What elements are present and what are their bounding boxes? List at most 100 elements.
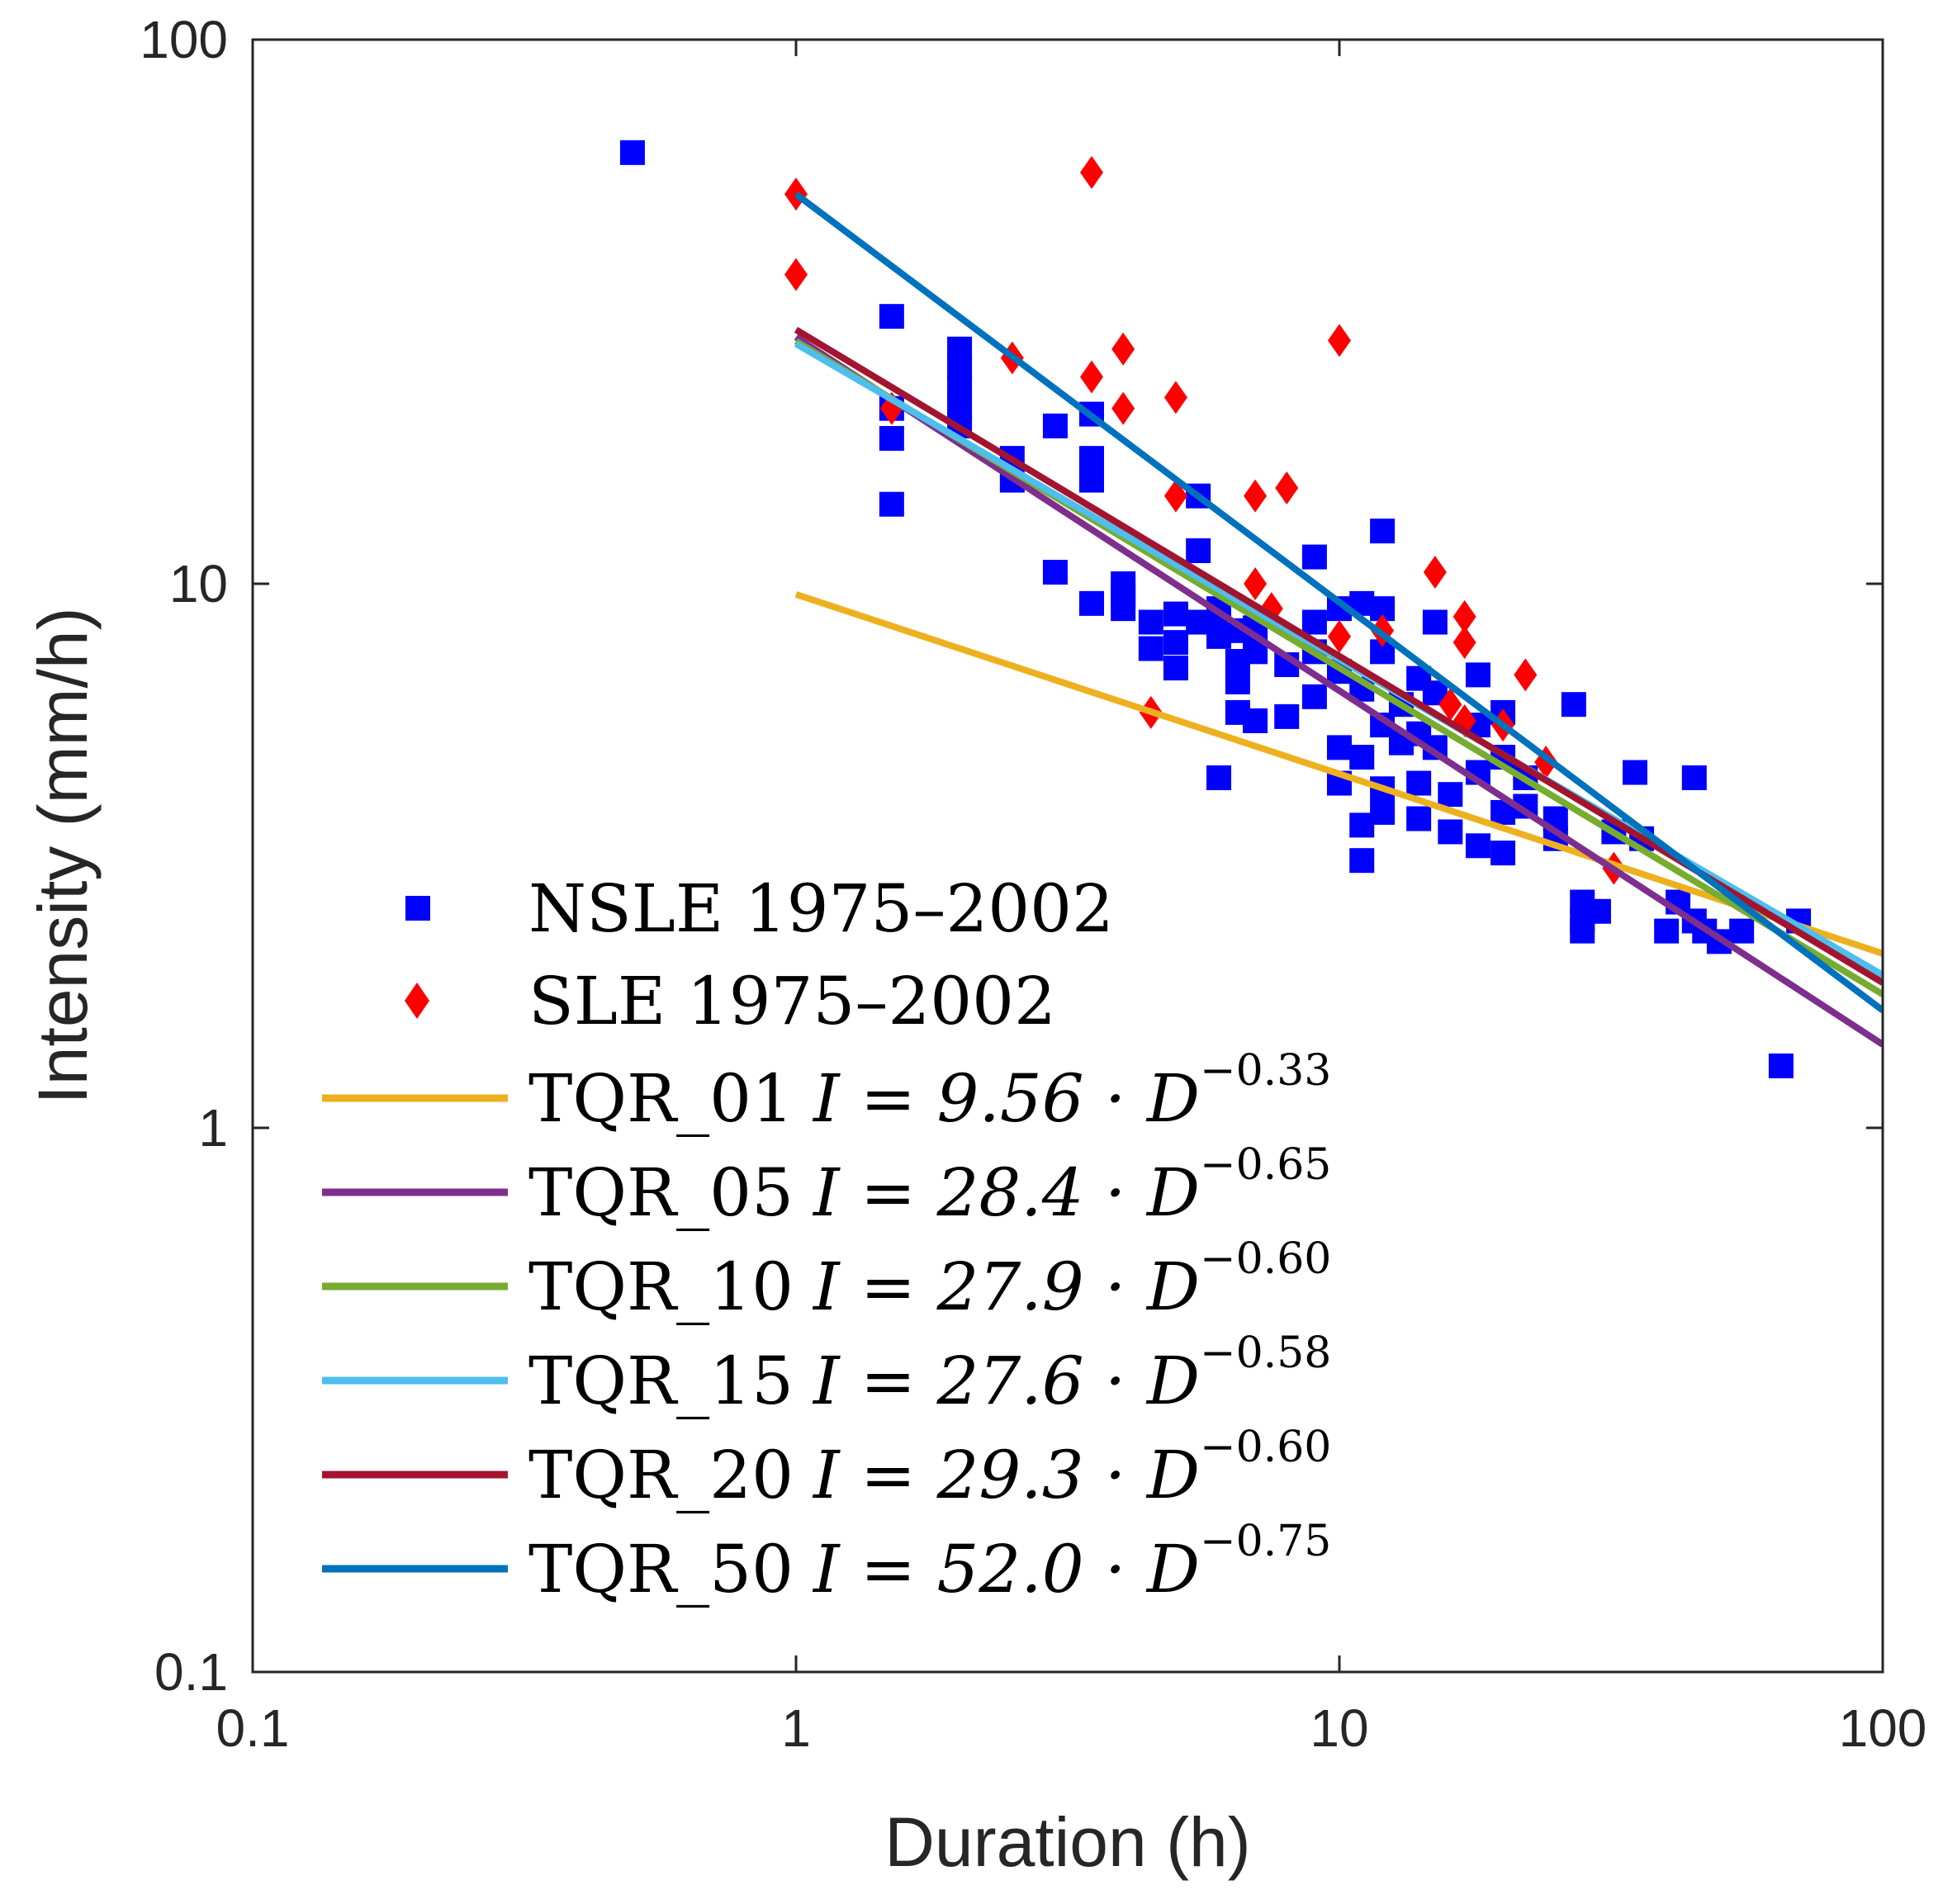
legend-label-tqr-05: TQR_05 I = 28.4 · D−0.65 bbox=[528, 1140, 1331, 1231]
nsle-point bbox=[1490, 841, 1516, 866]
legend-sle-label: SLE 1975–2002 bbox=[528, 963, 1056, 1040]
sle-point bbox=[1453, 626, 1476, 660]
nsle-point bbox=[1465, 662, 1490, 688]
y-tick-label: 0.1 bbox=[154, 1642, 228, 1702]
y-tick-label: 1 bbox=[198, 1098, 228, 1158]
nsle-point bbox=[1349, 848, 1375, 874]
legend-name: TQR_15 bbox=[528, 1343, 794, 1419]
fit-line-tqr-50 bbox=[794, 191, 1883, 1013]
sle-point bbox=[1111, 391, 1135, 425]
nsle-point bbox=[1078, 446, 1104, 471]
nsle-point bbox=[879, 491, 904, 517]
nsle-point bbox=[1585, 898, 1611, 924]
sle-point bbox=[1244, 479, 1268, 513]
fit-lines bbox=[794, 191, 1883, 1048]
plot-area bbox=[619, 140, 1883, 1078]
nsle-point bbox=[1301, 684, 1327, 709]
nsle-point bbox=[879, 304, 904, 329]
fit-line-tqr-05 bbox=[794, 334, 1883, 1048]
legend-formula: I = 27.9 · D bbox=[812, 1248, 1200, 1325]
nsle-point bbox=[879, 425, 904, 451]
legend-name: TQR_10 bbox=[528, 1248, 794, 1325]
nsle-point bbox=[1111, 596, 1136, 622]
nsle-point bbox=[1681, 765, 1707, 790]
legend-name: TQR_05 bbox=[528, 1154, 794, 1231]
y-tick-label: 10 bbox=[169, 554, 228, 613]
nsle-point bbox=[1138, 609, 1163, 635]
sle-point bbox=[1111, 332, 1135, 366]
legend-exponent: −0.75 bbox=[1200, 1517, 1331, 1566]
nsle-point bbox=[1438, 819, 1463, 845]
legend-exponent: −0.65 bbox=[1200, 1140, 1331, 1190]
x-tick-label: 100 bbox=[1839, 1698, 1927, 1758]
legend-label-tqr-50: TQR_50 I = 52.0 · D−0.75 bbox=[528, 1517, 1331, 1608]
legend-exponent: −0.58 bbox=[1200, 1329, 1331, 1378]
nsle-point bbox=[1406, 806, 1432, 831]
nsle-point bbox=[1422, 609, 1448, 635]
legend-formula: I = 29.3 · D bbox=[812, 1437, 1200, 1513]
nsle-point bbox=[1301, 544, 1327, 570]
legend-exponent: −0.60 bbox=[1200, 1423, 1331, 1472]
nsle-point bbox=[1406, 770, 1432, 796]
legend-sle-marker bbox=[405, 983, 429, 1019]
legend-formula: I = 52.0 · D bbox=[812, 1531, 1200, 1608]
legend-formula: I = 9.56 · D bbox=[812, 1060, 1200, 1137]
sle-point bbox=[1453, 599, 1476, 633]
sle-point bbox=[1079, 360, 1103, 394]
nsle-point bbox=[1370, 799, 1396, 825]
y-axis-title: Intensity (mm/h) bbox=[24, 607, 102, 1104]
nsle-point bbox=[1729, 918, 1755, 944]
nsle-point bbox=[1243, 708, 1268, 733]
sle-point bbox=[1275, 471, 1299, 504]
legend-label-tqr-15: TQR_15 I = 27.6 · D−0.58 bbox=[528, 1329, 1331, 1419]
nsle-point bbox=[1186, 538, 1211, 564]
legend-exponent: −0.60 bbox=[1200, 1234, 1331, 1284]
sle-point bbox=[1328, 619, 1351, 653]
sle-point bbox=[1438, 688, 1462, 722]
fit-line-tqr-01 bbox=[794, 591, 1883, 957]
legend-label-tqr-10: TQR_10 I = 27.9 · D−0.60 bbox=[528, 1234, 1331, 1325]
nsle-point bbox=[1327, 735, 1352, 760]
nsle-points bbox=[619, 140, 1812, 1078]
nsle-point bbox=[1206, 765, 1232, 790]
x-axis-title: Duration (h) bbox=[884, 1803, 1251, 1881]
legend-label-tqr-01: TQR_01 I = 9.56 · D−0.33 bbox=[528, 1046, 1331, 1137]
legend-name: TQR_50 bbox=[528, 1531, 794, 1608]
nsle-point bbox=[1349, 745, 1375, 770]
x-tick-label: 1 bbox=[781, 1698, 811, 1758]
nsle-point bbox=[1078, 467, 1104, 493]
sle-point bbox=[784, 258, 808, 291]
sle-point bbox=[1244, 567, 1268, 600]
x-tick-label: 10 bbox=[1310, 1698, 1368, 1758]
nsle-point bbox=[1163, 601, 1188, 627]
nsle-point bbox=[1078, 590, 1104, 616]
nsle-point bbox=[1225, 669, 1250, 694]
nsle-point bbox=[1622, 760, 1647, 785]
nsle-point bbox=[1768, 1053, 1794, 1078]
legend-nsle-label: NSLE 1975–2002 bbox=[528, 870, 1114, 947]
nsle-point bbox=[1654, 918, 1680, 944]
nsle-point bbox=[1138, 636, 1163, 661]
x-tick-label: 0.1 bbox=[216, 1698, 290, 1758]
sle-point bbox=[1163, 381, 1187, 414]
legend-name: TQR_01 bbox=[528, 1060, 794, 1137]
nsle-point bbox=[1274, 703, 1300, 729]
nsle-point bbox=[1370, 519, 1396, 544]
sle-point bbox=[1423, 556, 1447, 590]
nsle-point bbox=[1042, 413, 1068, 438]
sle-point bbox=[1079, 155, 1103, 189]
nsle-point bbox=[947, 374, 973, 400]
nsle-point bbox=[1163, 656, 1188, 681]
legend-nsle-marker bbox=[405, 896, 430, 921]
nsle-point bbox=[1465, 833, 1490, 859]
nsle-point bbox=[1438, 782, 1463, 808]
nsle-point bbox=[1163, 630, 1188, 656]
y-tick-label: 100 bbox=[140, 10, 228, 69]
axes-box bbox=[251, 38, 1884, 1674]
legend-label-tqr-20: TQR_20 I = 29.3 · D−0.60 bbox=[528, 1423, 1331, 1513]
sle-point bbox=[1328, 324, 1351, 358]
legend-formula: I = 28.4 · D bbox=[812, 1154, 1200, 1231]
